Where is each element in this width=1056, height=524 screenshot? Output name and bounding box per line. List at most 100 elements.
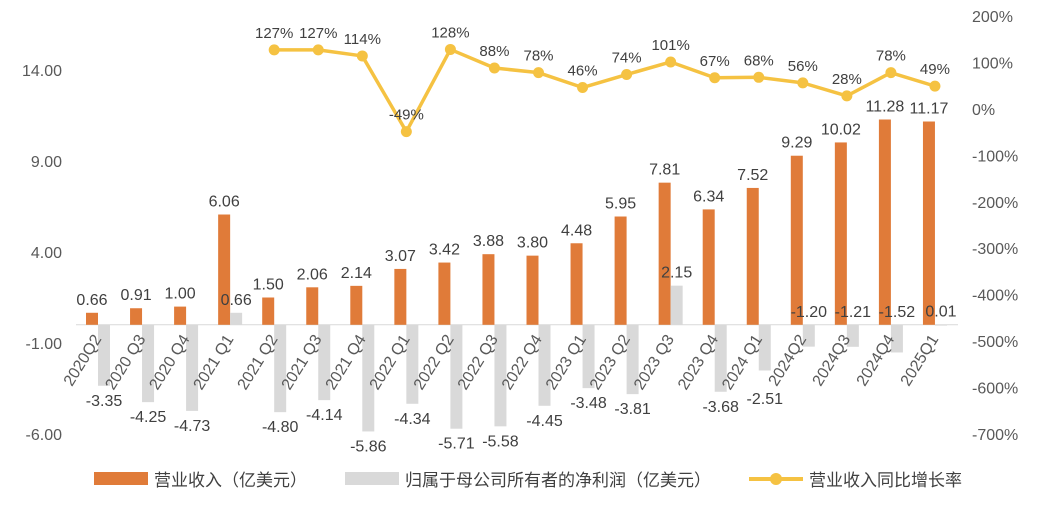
revenue-bar [526, 255, 539, 325]
growth-point [753, 71, 765, 83]
growth-point [709, 72, 721, 84]
revenue-data-label: 3.07 [385, 248, 416, 265]
revenue-bar [174, 306, 187, 325]
legend-swatch-growth [749, 472, 803, 486]
net-profit-data-label: -3.48 [570, 395, 607, 412]
right-axis-tick: -200% [972, 195, 1018, 212]
net-profit-bar [758, 324, 771, 371]
net-profit-data-label: -4.80 [262, 419, 299, 436]
revenue-bar [790, 155, 803, 325]
growth-point [577, 82, 589, 94]
net-profit-bar [934, 324, 947, 326]
revenue-data-label: 6.34 [693, 188, 724, 205]
growth-data-label: 78% [876, 48, 906, 65]
growth-point [929, 80, 941, 92]
revenue-bar [834, 142, 847, 325]
left-axis-tick: 14.00 [22, 63, 62, 80]
revenue-data-label: 11.17 [910, 101, 949, 118]
revenue-bar [438, 262, 451, 325]
revenue-bar [658, 182, 671, 325]
net-profit-data-label: -1.21 [835, 304, 872, 321]
growth-point [797, 77, 809, 89]
net-profit-data-label: -1.52 [879, 304, 916, 321]
net-profit-bar [582, 324, 595, 389]
revenue-data-label: 3.42 [429, 242, 460, 259]
legend-item-growth: 营业收入同比增长率 [749, 466, 962, 491]
right-axis-tick: -500% [972, 334, 1018, 351]
net-profit-bar [274, 324, 287, 413]
category-axis-label: 2025Q1 [898, 332, 943, 389]
revenue-data-label: 5.95 [605, 196, 636, 213]
net-profit-data-label: -1.20 [791, 304, 828, 321]
left-axis-tick: 4.00 [31, 245, 62, 262]
net-profit-bar [98, 324, 110, 386]
growth-data-label: 127% [299, 25, 337, 42]
revenue-bar [394, 268, 407, 325]
legend-swatch-net-profit [345, 472, 399, 485]
revenue-data-label: 3.88 [473, 233, 504, 250]
revenue-data-label: 4.48 [561, 222, 592, 239]
growth-data-label: 67% [700, 53, 730, 70]
growth-point [488, 62, 500, 74]
growth-point [312, 44, 324, 56]
legend-label: 营业收入（亿美元） [154, 471, 307, 490]
net-profit-bar [714, 324, 727, 392]
growth-point [268, 44, 280, 56]
net-profit-data-label: -4.73 [174, 418, 211, 435]
left-axis-tick: -6.00 [26, 427, 63, 444]
revenue-data-label: 7.52 [737, 167, 768, 184]
net-profit-data-label: -5.71 [438, 436, 475, 453]
revenue-data-label: 9.29 [781, 135, 812, 152]
legend: 营业收入（亿美元） 归属于母公司所有者的净利润（亿美元） 营业收入同比增长率 [0, 466, 1056, 491]
net-profit-data-label: -3.68 [702, 399, 739, 416]
net-profit-data-label: -4.14 [306, 407, 343, 424]
revenue-bar [262, 297, 275, 325]
growth-point [533, 67, 544, 79]
revenue-bar [482, 254, 495, 325]
left-axis-tick: 9.00 [31, 154, 62, 171]
growth-data-label: 56% [788, 58, 818, 75]
net-profit-data-label: -5.58 [482, 433, 519, 450]
revenue-bar [350, 285, 363, 325]
net-profit-bar [406, 324, 419, 404]
net-profit-data-label: -4.25 [130, 409, 167, 426]
revenue-data-label: 6.06 [209, 194, 240, 211]
growth-point [621, 69, 633, 81]
category-axis-label: 2024Q4 [854, 332, 899, 389]
net-profit-bar [538, 324, 551, 406]
net-profit-data-label: 2.15 [661, 265, 692, 282]
right-axis-tick: 100% [972, 55, 1013, 72]
revenue-bar [746, 187, 759, 325]
net-profit-bar [802, 324, 815, 347]
revenue-data-label: 11.28 [865, 99, 904, 116]
net-profit-data-label: 0.01 [925, 304, 956, 321]
revenue-data-label: 0.91 [120, 287, 151, 304]
right-axis-tick: -100% [972, 148, 1018, 165]
growth-point [444, 43, 456, 55]
revenue-bar [922, 121, 935, 325]
growth-point [400, 126, 412, 138]
category-axis-label: 2024Q2 [766, 332, 811, 389]
net-profit-data-label: -4.45 [526, 413, 563, 430]
growth-data-label: 74% [612, 50, 642, 67]
growth-line [274, 47, 936, 134]
revenue-data-label: 10.02 [821, 121, 861, 138]
revenue-bar [702, 209, 715, 325]
net-profit-data-label: -2.51 [747, 391, 784, 408]
legend-item-net-profit: 归属于母公司所有者的净利润（亿美元） [345, 466, 711, 491]
growth-point [841, 90, 853, 102]
right-axis-tick: 0% [972, 102, 995, 119]
legend-swatch-revenue [94, 472, 148, 485]
net-profit-bar [142, 324, 155, 403]
legend-label: 归属于母公司所有者的净利润（亿美元） [405, 471, 711, 490]
revenue-bar [218, 214, 231, 325]
net-profit-data-label: -5.86 [350, 438, 387, 455]
growth-data-label: 88% [479, 43, 509, 60]
revenue-bar [878, 119, 891, 325]
revenue-bar [86, 312, 98, 325]
net-profit-data-label: -3.35 [86, 393, 123, 410]
growth-point [885, 67, 897, 79]
net-profit-bar [318, 324, 331, 401]
revenue-data-label: 7.81 [649, 162, 680, 179]
